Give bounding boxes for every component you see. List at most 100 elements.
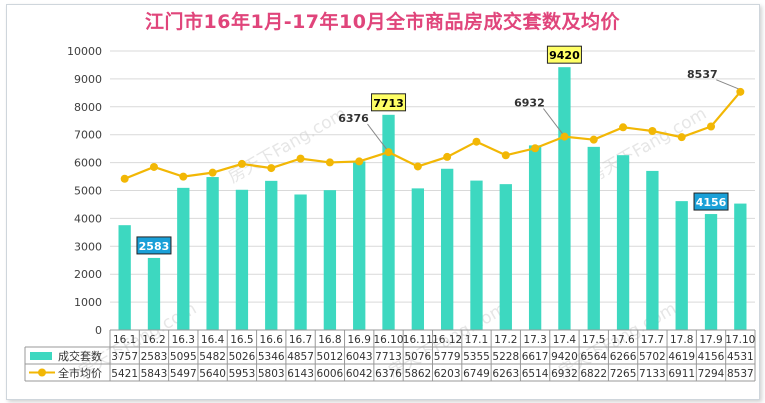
bar-17.5 <box>587 146 600 330</box>
table-cell-count: 5026 <box>229 351 256 363</box>
avg-price-point-17.7 <box>648 126 657 135</box>
bar-16.5 <box>235 189 249 330</box>
x-tick-label: 17.8 <box>670 334 693 346</box>
table-cell-count: 9420 <box>551 351 578 363</box>
avg-price-point-16.3 <box>179 172 188 181</box>
data-table: 16.1 3757 5421 16.2 2583 5843 16.3 5095 5497 16.4… <box>24 329 756 382</box>
table-cell-count: 6043 <box>346 351 373 363</box>
table-cell-price: 6376 <box>375 368 402 380</box>
y-tick-label: 2000 <box>74 268 102 281</box>
avg-price-point-17.9 <box>707 122 716 131</box>
avg-price-point-16.1 <box>120 174 129 183</box>
y-tick-label: 0 <box>95 324 102 337</box>
avg-price-point-17.3 <box>531 144 540 153</box>
table-cell-count: 5482 <box>199 351 226 363</box>
bar-17.9 <box>704 214 718 330</box>
table-cell-price: 6006 <box>317 368 344 380</box>
x-tick-label: 16.4 <box>201 334 225 346</box>
table-cell-price: 5803 <box>258 368 285 380</box>
callout-label-16.2: 2583 <box>139 240 170 253</box>
table-cell-count: 5702 <box>639 351 666 363</box>
x-tick-label: 17.9 <box>699 334 722 346</box>
table-cell-count: 3757 <box>111 351 138 363</box>
table-cell-count: 6564 <box>580 351 607 363</box>
bar-17.3 <box>528 145 542 330</box>
table-cell-price: 6822 <box>580 368 607 380</box>
callout-box <box>693 192 729 211</box>
table-cell-price: 6263 <box>492 368 519 380</box>
table-cell-price: 7133 <box>639 368 666 380</box>
x-tick-label: 16.10 <box>373 334 403 346</box>
table-cell-count: 5012 <box>317 351 344 363</box>
avg-price-point-16.7 <box>296 154 305 163</box>
bar-16.8 <box>323 190 337 330</box>
bar-17.6 <box>616 155 630 330</box>
table-cell-price: 5640 <box>199 368 226 380</box>
table-cell-count: 7713 <box>375 351 402 363</box>
y-tick-label: 10000 <box>67 45 102 58</box>
x-tick-label: 17.5 <box>582 334 605 346</box>
callout-box <box>546 45 582 64</box>
chart-title: 江门市16年1月-17年10月全市商品房成交套数及均价 <box>145 11 620 33</box>
avg-price-point-16.4 <box>208 168 217 177</box>
bar-17.8 <box>675 201 688 330</box>
table-cell-count: 4531 <box>727 351 754 363</box>
watermark-text: 房天下Fang.com <box>225 104 350 188</box>
bar-16.3 <box>177 187 190 330</box>
x-tick-label: 16.2 <box>142 334 165 346</box>
y-tick-label: 9000 <box>74 73 102 86</box>
bar-17.4 <box>558 67 571 330</box>
table-cell-price: 7265 <box>610 368 637 380</box>
callout-label-17.4: 6932 <box>514 97 545 110</box>
bar-17.2 <box>499 184 512 330</box>
bar-16.7 <box>294 194 307 330</box>
bar-16.1 <box>118 225 131 330</box>
table-cell-price: 8537 <box>727 368 754 380</box>
avg-price-point-17.5 <box>589 135 598 144</box>
avg-price-point-17.2 <box>501 151 510 160</box>
avg-price-point-16.6 <box>267 164 276 173</box>
callout-leader <box>367 123 387 150</box>
x-tick-label: 17.3 <box>523 334 546 346</box>
table-cell-price: 6749 <box>463 368 490 380</box>
bar-17.7 <box>646 170 659 330</box>
table-cell-price: 5421 <box>111 368 138 380</box>
table-cell-price: 6911 <box>668 368 695 380</box>
callout-box <box>136 236 172 255</box>
x-tick-label: 16.6 <box>260 334 284 346</box>
callout-box <box>371 93 407 112</box>
bar-16.11 <box>411 188 424 330</box>
callout-label-17.9: 4156 <box>696 196 727 209</box>
table-cell-count: 5095 <box>170 351 197 363</box>
table-cell-price: 7294 <box>698 368 725 380</box>
table-cell-count: 5346 <box>258 351 285 363</box>
avg-price-point-16.2 <box>149 162 158 171</box>
x-tick-label: 17.4 <box>553 334 577 346</box>
x-tick-label: 16.5 <box>230 334 253 346</box>
table-cell-price: 5862 <box>404 368 431 380</box>
table-cell-price: 6203 <box>434 368 461 380</box>
avg-price-point-16.10 <box>384 148 393 157</box>
x-tick-label: 17.6 <box>611 334 635 346</box>
bar-16.2 <box>147 257 161 330</box>
avg-price-point-17.6 <box>619 123 628 132</box>
bar-16.9 <box>353 161 366 330</box>
legend-key-bar <box>30 352 52 360</box>
y-tick-label: 1000 <box>74 296 102 309</box>
table-cell-count: 5779 <box>434 351 461 363</box>
x-tick-label: 17.1 <box>465 334 488 346</box>
legend-label-count: 成交套数 <box>58 349 102 363</box>
bar-16.10 <box>382 114 395 330</box>
bar-17.1 <box>470 180 483 330</box>
avg-price-line <box>124 91 742 180</box>
y-axis: 0 1000 2000 3000 4000 5000 6000 7000 8000 9000 100… <box>67 45 102 337</box>
table-cell-price: 5497 <box>170 368 197 380</box>
x-tick-label: 17.7 <box>641 334 664 346</box>
y-tick-label: 4000 <box>74 212 102 225</box>
y-tick-label: 3000 <box>74 240 102 253</box>
table-cell-count: 6617 <box>522 351 549 363</box>
legend-label-price: 全市均价 <box>58 366 102 380</box>
avg-price-point-17.1 <box>472 137 481 146</box>
avg-price-point-17.8 <box>677 133 686 142</box>
x-tick-label: 16.9 <box>348 334 371 346</box>
